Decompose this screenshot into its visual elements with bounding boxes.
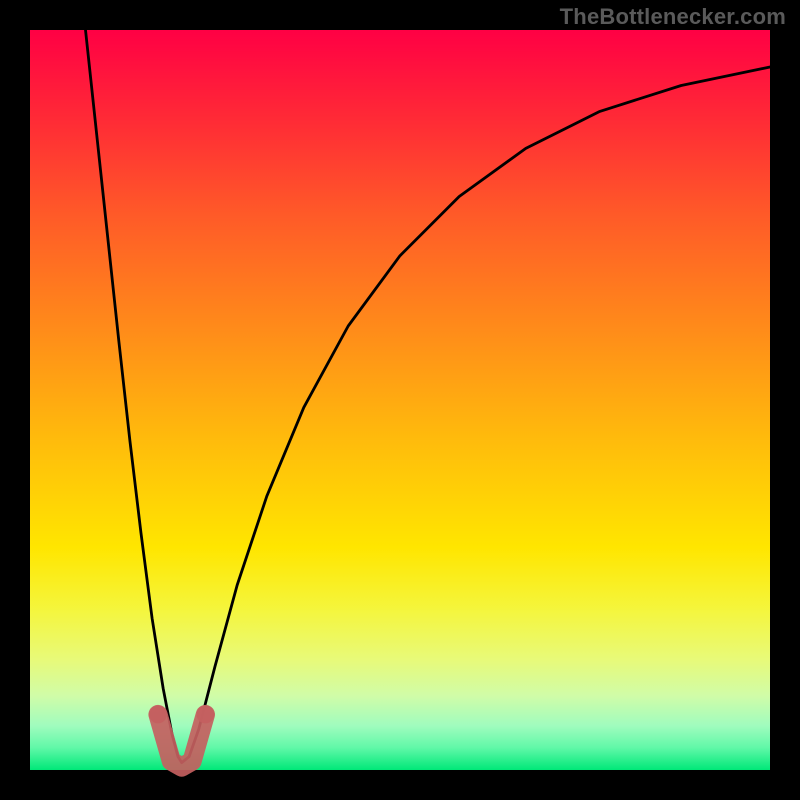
watermark-text: TheBottlenecker.com — [560, 4, 786, 30]
chart-container: TheBottlenecker.com — [0, 0, 800, 800]
bottleneck-chart — [0, 0, 800, 800]
